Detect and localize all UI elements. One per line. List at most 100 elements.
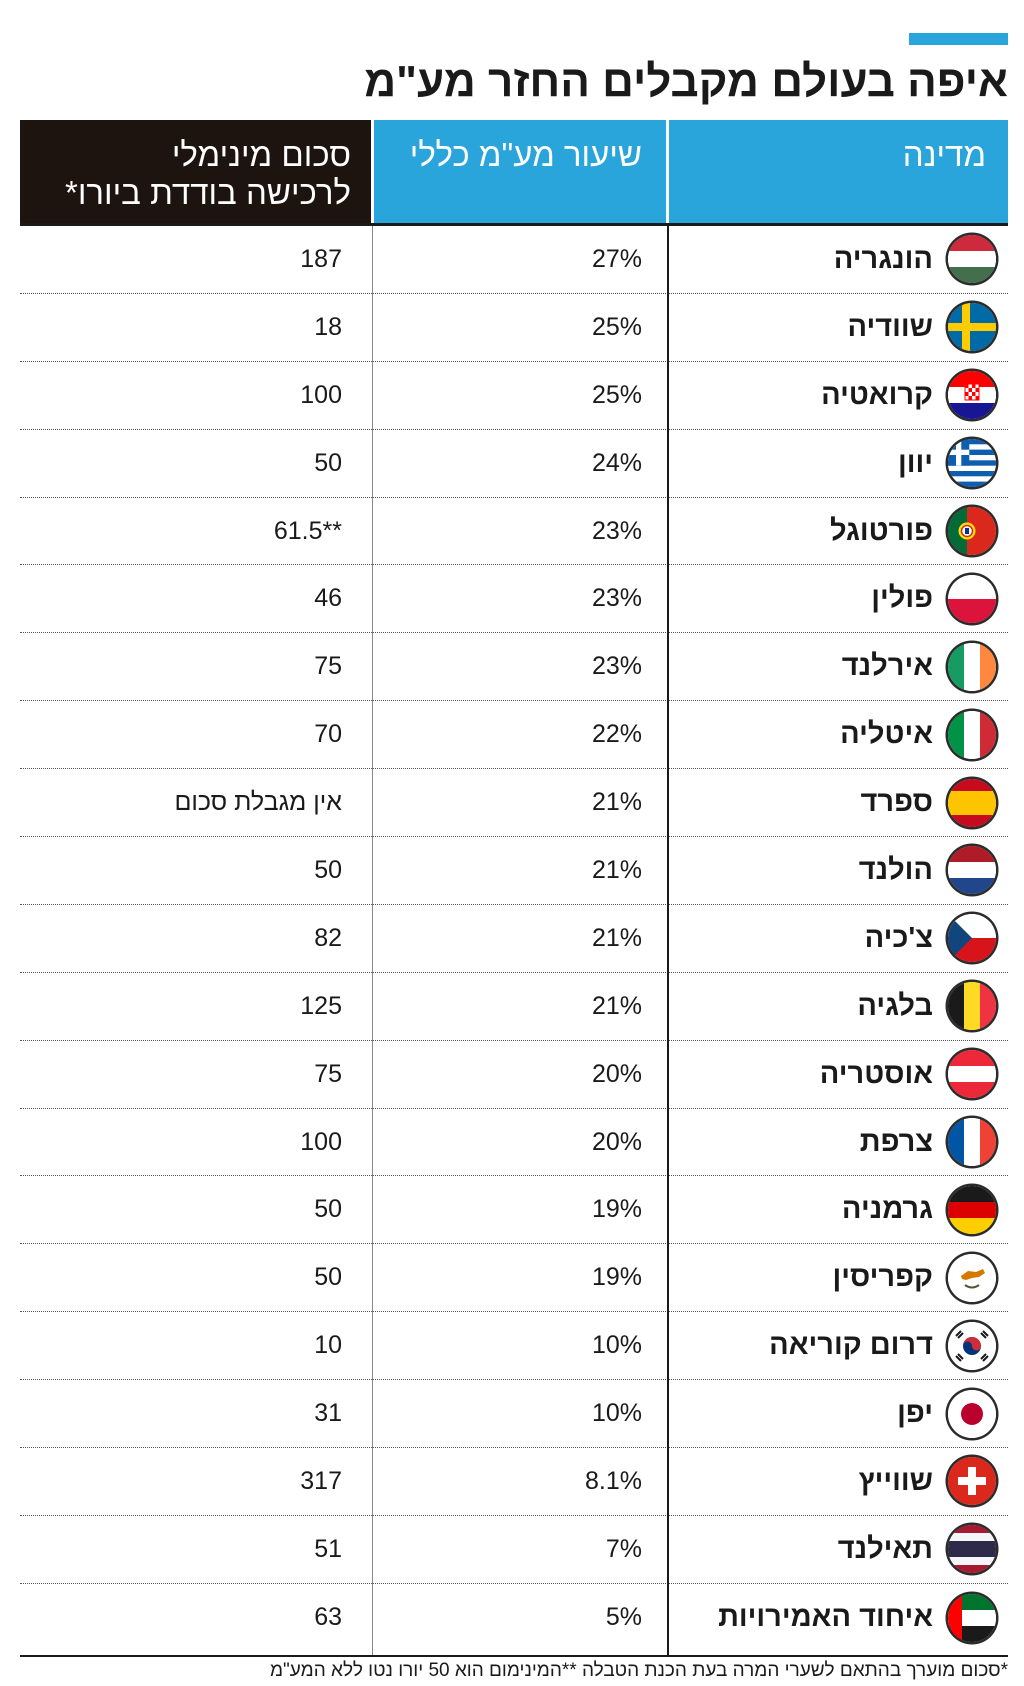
belgium-flag-icon — [948, 982, 996, 1031]
vat-table: הונגריה 27% 187 שוודיה 25% 18 קרואטיה 25% 100 יוו… — [20, 226, 1008, 1652]
country-name: קרואטיה — [821, 378, 933, 411]
country-name: צ'כיה — [864, 921, 933, 954]
table-row: צ'כיה 21% 82 — [20, 905, 1008, 973]
flag-cell — [948, 226, 996, 293]
min-amount: 75 — [314, 1059, 342, 1088]
country-name: יוון — [897, 446, 933, 479]
country-name: שוודיה — [847, 310, 934, 343]
flag-cell — [948, 633, 996, 700]
vat-rate: 19% — [591, 1263, 642, 1292]
min-amount: 100 — [300, 380, 342, 409]
table-row: אירלנד 23% 75 — [20, 633, 1008, 702]
flag-cell — [948, 430, 996, 497]
croatia-flag-icon — [948, 371, 996, 420]
min-amount: 70 — [314, 720, 342, 749]
thailand-flag-icon — [948, 1525, 996, 1574]
country-name: דרום קוריאה — [769, 1329, 933, 1362]
flag-cell — [948, 769, 996, 836]
table-row: פולין 23% 46 — [20, 565, 1008, 634]
min-amount: 50 — [314, 855, 342, 884]
flag-cell — [948, 905, 996, 972]
flag-cell — [948, 294, 996, 361]
netherlands-flag-icon — [948, 846, 996, 895]
sweden-flag-icon — [948, 303, 996, 352]
table-row: קפריסין 19% 50 — [20, 1244, 1008, 1313]
vat-rate: 23% — [591, 584, 642, 613]
country-name: ספרד — [860, 786, 933, 819]
portugal-flag-icon — [948, 507, 996, 555]
table-row: ספרד 21% אין מגבלת סכום — [20, 769, 1008, 838]
czechia-flag-icon — [948, 914, 996, 963]
greece-flag-icon — [948, 439, 996, 488]
country-name: תאילנד — [837, 1532, 933, 1565]
min-amount: 61.5** — [273, 516, 342, 545]
country-name: איטליה — [840, 718, 933, 751]
table-row: שווייץ 8.1% 317 — [20, 1448, 1008, 1516]
vat-rate: 19% — [591, 1195, 642, 1224]
flag-cell — [948, 1109, 996, 1176]
japan-flag-icon — [948, 1389, 996, 1438]
uae-flag-icon — [948, 1593, 996, 1642]
vat-rate: 20% — [591, 1127, 642, 1156]
header-country-label: מדינה — [902, 136, 986, 173]
table-row: בלגיה 21% 125 — [20, 973, 1008, 1041]
vat-rate: 21% — [591, 788, 642, 817]
flag-cell — [948, 498, 996, 565]
min-amount: 18 — [314, 312, 342, 341]
header-min-line1: סכום מינימלי — [171, 136, 351, 173]
vat-rate: 21% — [591, 923, 642, 952]
flag-cell — [948, 1244, 996, 1311]
country-name: בלגיה — [857, 989, 933, 1022]
table-row: צרפת 20% 100 — [20, 1109, 1008, 1177]
min-amount: 100 — [300, 1127, 342, 1156]
table-row: פורטוגל 23% 61.5** — [20, 498, 1008, 566]
vat-rate: 10% — [591, 1331, 642, 1360]
country-name: פורטוגל — [830, 514, 933, 547]
header-min-amount: סכום מינימלי לרכישה בודדת ביורו* — [20, 120, 371, 225]
country-name: הולנד — [858, 853, 933, 886]
min-amount: 317 — [300, 1466, 342, 1495]
table-header: מדינה שיעור מע"מ כללי סכום מינימלי לרכיש… — [20, 120, 1008, 225]
vat-rate: 25% — [591, 380, 642, 409]
vat-rate: 24% — [591, 448, 642, 477]
footnote: *סכום מוערך בהתאם לשערי המרה בעת הכנת הט… — [269, 1660, 1008, 1681]
poland-flag-icon — [948, 574, 996, 623]
min-amount: 50 — [314, 1195, 342, 1224]
vat-rate: 20% — [591, 1059, 642, 1088]
flag-cell — [948, 1312, 996, 1379]
min-amount: 187 — [300, 244, 342, 273]
footer-rule — [20, 1655, 1008, 1657]
header-country: מדינה — [669, 120, 1008, 225]
vat-rate: 10% — [591, 1399, 642, 1428]
flag-cell — [948, 362, 996, 429]
table-row: יפן 10% 31 — [20, 1380, 1008, 1449]
country-name: הונגריה — [833, 242, 933, 275]
flag-cell — [948, 1584, 996, 1652]
table-row: הונגריה 27% 187 — [20, 226, 1008, 294]
ireland-flag-icon — [948, 642, 996, 691]
austria-flag-icon — [948, 1050, 996, 1099]
flag-cell — [948, 701, 996, 768]
vat-rate: 5% — [605, 1603, 642, 1632]
page-title: איפה בעולם מקבלים החזר מע"מ — [364, 57, 1008, 106]
min-amount: 46 — [314, 584, 342, 613]
hungary-flag-icon — [948, 235, 996, 284]
country-name: יפן — [897, 1397, 933, 1430]
country-name: אוסטריה — [819, 1057, 933, 1090]
min-amount: 82 — [314, 923, 342, 952]
france-flag-icon — [948, 1118, 996, 1167]
vat-rate: 23% — [591, 652, 642, 681]
switzerland-flag-icon — [948, 1457, 996, 1506]
vat-rate: 21% — [591, 855, 642, 884]
country-name: צרפת — [859, 1125, 933, 1158]
column-divider-country — [667, 226, 669, 1655]
vat-rate: 23% — [591, 516, 642, 545]
vat-rate: 7% — [605, 1534, 642, 1563]
flag-cell — [948, 1448, 996, 1515]
vat-rate: 25% — [591, 312, 642, 341]
country-name: קפריסין — [832, 1261, 934, 1294]
header-min-line2: לרכישה בודדת ביורו* — [65, 174, 351, 211]
country-name: איחוד האמירויות — [718, 1601, 933, 1634]
country-name: גרמניה — [841, 1193, 933, 1226]
min-amount: 125 — [300, 991, 342, 1020]
